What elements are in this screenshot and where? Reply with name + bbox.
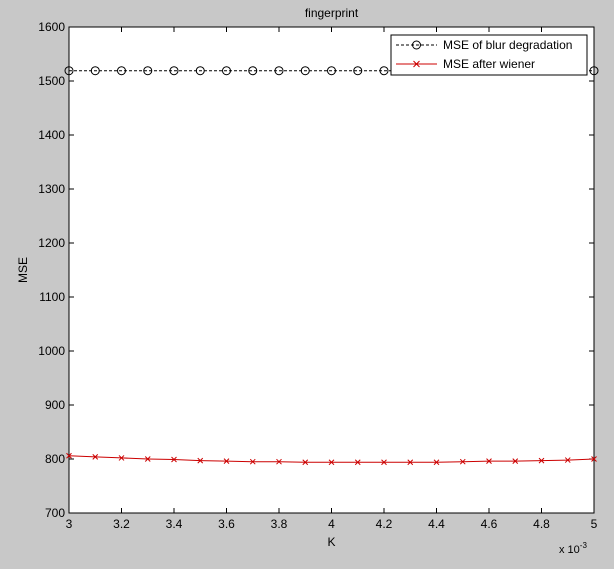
legend-box — [390, 34, 588, 76]
chart-title: fingerprint — [305, 6, 359, 20]
data-point-circle — [353, 66, 363, 76]
data-point-circle — [143, 66, 153, 76]
data-point-x — [486, 458, 492, 465]
y-tick-label: 1100 — [39, 290, 65, 304]
x-tick-label: 4.2 — [376, 517, 393, 531]
plot-area — [68, 26, 595, 514]
data-point-x — [118, 455, 125, 461]
x-tick-label: 4.6 — [481, 517, 498, 531]
legend-marker-blur — [412, 40, 421, 50]
y-tick-label: 800 — [45, 452, 65, 466]
data-point-x — [591, 456, 597, 462]
data-point-circle — [248, 66, 258, 76]
x-axis-multiplier-base: x 10 — [559, 544, 580, 556]
x-tick-label: 3.8 — [271, 517, 288, 531]
x-tick-label: 3 — [66, 517, 73, 531]
data-point-circle — [117, 66, 126, 76]
data-point-circle — [90, 66, 100, 76]
data-point-x — [66, 452, 72, 459]
x-axis-label: K — [327, 535, 335, 549]
data-point-x — [564, 457, 571, 463]
x-tick-label: 4.8 — [533, 517, 550, 531]
data-point-circle — [327, 66, 336, 76]
data-point-x — [328, 459, 335, 466]
data-point-circle — [64, 66, 74, 76]
data-point-x — [249, 458, 256, 465]
y-tick-label: 1000 — [38, 344, 65, 358]
series-1 — [66, 452, 597, 466]
x-axis: 3 3.2 3.4 3.6 3.8 4 4.2 4.4 4.6 4.8 5 — [66, 27, 598, 531]
data-point-circle — [169, 66, 179, 76]
y-tick-label: 1200 — [38, 236, 65, 250]
data-point-circle — [589, 66, 599, 76]
data-point-x — [538, 457, 545, 464]
x-axis-multiplier-exponent: -3 — [580, 541, 588, 550]
x-tick-label: 3.4 — [166, 517, 183, 531]
y-axis: 700 800 900 1000 1100 1200 1300 1400 1500 1600 — [38, 20, 594, 520]
x-tick-label: 3.2 — [113, 517, 130, 531]
data-point-x — [302, 459, 309, 466]
data-point-x — [197, 457, 204, 464]
y-tick-label: 900 — [45, 398, 65, 412]
data-point-x — [433, 459, 440, 466]
data-point-circle — [379, 66, 389, 76]
data-point-x — [276, 458, 282, 465]
data-point-x — [144, 456, 151, 462]
data-point-circle — [274, 66, 284, 76]
y-tick-label: 1400 — [38, 128, 65, 142]
y-tick-label: 1300 — [38, 182, 65, 196]
x-tick-label: 5 — [591, 517, 598, 531]
data-point-circle — [195, 66, 205, 76]
data-point-x — [459, 458, 466, 465]
x-tick-label: 3.6 — [218, 517, 235, 531]
x-axis-multiplier: x 10-3 — [559, 541, 587, 556]
data-point-x — [407, 459, 414, 466]
x-tick-label: 4 — [328, 517, 335, 531]
data-point-x — [223, 458, 230, 465]
y-tick-label: 1500 — [38, 74, 65, 88]
y-tick-label: 700 — [45, 506, 65, 520]
legend: MSE of blur degradation MSE after wiener — [390, 34, 588, 76]
data-point-x — [354, 459, 361, 466]
data-point-x — [92, 453, 99, 460]
data-point-x — [171, 456, 177, 463]
data-point-x — [381, 459, 387, 466]
y-axis-label: MSE — [16, 257, 30, 283]
y-tick-label: 1600 — [38, 20, 65, 34]
legend-label-blur: MSE of blur degradation — [443, 38, 572, 52]
legend-label-wiener: MSE after wiener — [443, 57, 535, 71]
data-point-x — [512, 458, 519, 465]
data-point-circle — [300, 66, 310, 76]
legend-marker-wiener — [413, 60, 420, 68]
x-tick-label: 4.4 — [428, 517, 445, 531]
data-point-circle — [222, 66, 231, 76]
